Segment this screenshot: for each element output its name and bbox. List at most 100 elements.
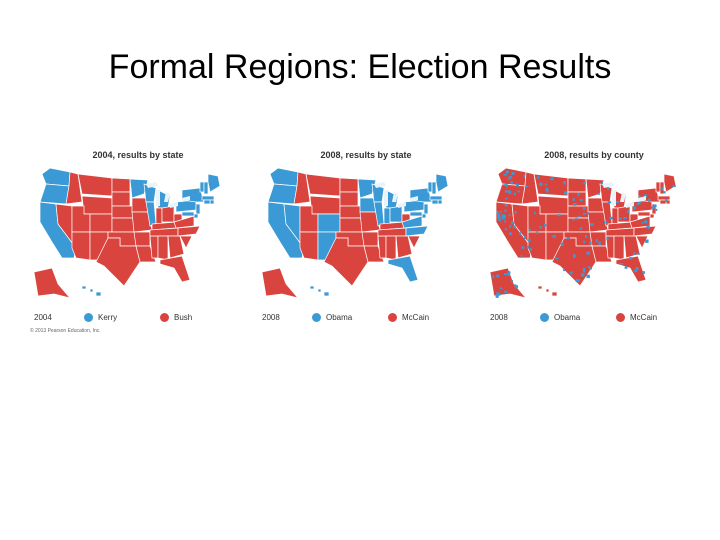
state-mn <box>585 178 605 199</box>
legend-blue-label: Kerry <box>98 313 118 322</box>
state-ar <box>589 231 607 247</box>
state-nc <box>177 225 201 237</box>
county-blue <box>521 246 525 249</box>
county-blue <box>563 181 566 185</box>
county-blue <box>637 252 640 255</box>
state-or <box>495 183 526 205</box>
county-blue <box>641 221 644 224</box>
county-blue <box>648 198 651 202</box>
us-map-2004-state <box>33 167 221 299</box>
county-blue <box>563 269 566 272</box>
county-blue <box>642 271 645 274</box>
county-blue <box>513 192 516 196</box>
legend-year: 2004 <box>34 313 52 322</box>
state-wy <box>309 195 341 215</box>
state-az <box>299 231 319 261</box>
state-fl <box>615 255 647 283</box>
county-blue <box>566 237 570 240</box>
legend-red-label: Bush <box>174 313 193 322</box>
state-tx <box>323 237 369 287</box>
state-hi <box>323 291 330 297</box>
map-title: 2004, results by state <box>92 150 184 160</box>
state-hi <box>89 288 94 293</box>
state-co <box>89 213 113 233</box>
red-swatch <box>388 313 397 322</box>
county-blue <box>623 217 627 219</box>
great-lake <box>182 196 190 202</box>
county-blue <box>508 176 512 179</box>
county-blue <box>505 190 508 193</box>
state-ct <box>203 199 211 205</box>
county-blue <box>638 195 641 198</box>
great-lake <box>620 192 626 202</box>
county-blue <box>545 183 547 186</box>
state-tx <box>551 237 597 287</box>
county-blue <box>607 188 610 190</box>
county-blue <box>579 199 583 202</box>
county-blue <box>590 223 594 226</box>
state-nd <box>111 177 131 193</box>
legend-red-label: McCain <box>630 313 658 322</box>
county-blue <box>509 224 511 228</box>
state-mn <box>129 178 149 199</box>
state-sc <box>635 235 649 249</box>
red-swatch <box>616 313 625 322</box>
county-blue <box>514 285 518 289</box>
county-blue <box>560 242 564 247</box>
state-sc <box>407 235 421 249</box>
county-blue <box>564 191 568 195</box>
county-blue <box>583 240 586 244</box>
county-blue <box>572 218 575 221</box>
county-blue <box>503 184 508 186</box>
state-al <box>157 235 169 261</box>
county-blue <box>508 214 511 217</box>
county-blue <box>634 269 638 272</box>
county-blue <box>543 223 547 227</box>
county-blue <box>507 271 511 275</box>
county-blue <box>513 225 516 229</box>
county-blue <box>511 221 514 223</box>
county-blue <box>635 267 639 271</box>
state-wy <box>537 195 569 215</box>
state-or <box>267 183 298 205</box>
state-ct <box>431 199 439 205</box>
county-blue <box>633 206 636 210</box>
county-blue <box>503 174 507 176</box>
county-blue <box>498 293 501 296</box>
county-blue <box>606 238 609 240</box>
county-blue <box>598 241 601 245</box>
state-ri <box>437 199 443 205</box>
map-legend: 2008 Obama McCain <box>488 310 704 326</box>
county-blue <box>545 188 549 191</box>
county-blue <box>495 295 499 298</box>
county-blue <box>507 178 510 181</box>
state-ct <box>659 199 667 205</box>
county-blue <box>607 201 612 204</box>
county-blue <box>586 274 590 279</box>
great-lake <box>398 202 406 208</box>
great-lake <box>638 196 646 202</box>
county-blue <box>533 211 536 215</box>
county-blue <box>505 170 509 174</box>
map-legend: 2008 Obama McCain <box>260 310 476 326</box>
state-oh <box>389 205 403 223</box>
state-me <box>663 173 677 193</box>
state-ks <box>111 217 135 233</box>
state-md <box>181 211 195 217</box>
county-blue <box>529 248 532 251</box>
map-panel-2008-county: 2008, results by county 2008 Obama McCai… <box>484 148 704 338</box>
county-blue <box>519 232 522 235</box>
county-blue <box>539 182 543 186</box>
county-blue <box>525 185 529 188</box>
legend-blue-label: Obama <box>554 313 581 322</box>
county-blue <box>597 193 600 196</box>
great-lake <box>410 196 418 202</box>
county-blue <box>663 191 666 194</box>
county-blue <box>497 215 501 220</box>
state-hi <box>309 285 315 290</box>
county-blue <box>651 206 655 209</box>
county-blue <box>536 176 540 179</box>
county-blue <box>539 226 542 229</box>
great-lake <box>170 202 178 208</box>
state-hi <box>545 288 550 293</box>
